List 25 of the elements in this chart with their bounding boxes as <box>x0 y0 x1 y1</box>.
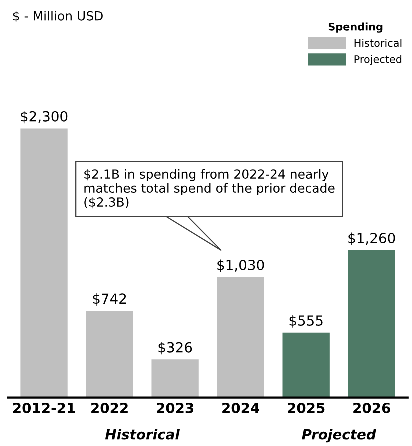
data-label: $326 <box>158 342 192 355</box>
data-label: $1,030 <box>218 260 264 272</box>
bar <box>86 311 134 398</box>
data-label: $555 <box>290 315 323 328</box>
text: Historical <box>105 429 180 440</box>
data-label: $1,260 <box>348 232 396 246</box>
legend-title: Spending <box>328 22 383 33</box>
bar <box>348 250 396 398</box>
bar <box>217 277 264 398</box>
text: Projected <box>302 429 376 443</box>
bar <box>20 128 68 398</box>
x-tick-label: 2025 <box>288 402 325 414</box>
data-label: $2,300 <box>21 111 68 124</box>
data-label: $742 <box>93 293 126 306</box>
x-tick-label: 2024 <box>222 402 260 414</box>
legend-label: Projected <box>354 55 402 66</box>
annotation: $2.1B in spending from 2022-24 nearly matches total spend of the prior decade ($2.3B) <box>84 169 335 209</box>
x-tick-label: 2023 <box>157 402 194 414</box>
text: $ - Million USD <box>13 11 103 22</box>
bar <box>282 332 330 398</box>
x-tick-label: 2026 <box>354 402 390 414</box>
legend-label: Historical <box>354 39 402 48</box>
x-tick-label: 2012-21 <box>14 402 76 414</box>
x-tick-label: 2022 <box>92 402 128 414</box>
bar <box>152 360 199 398</box>
